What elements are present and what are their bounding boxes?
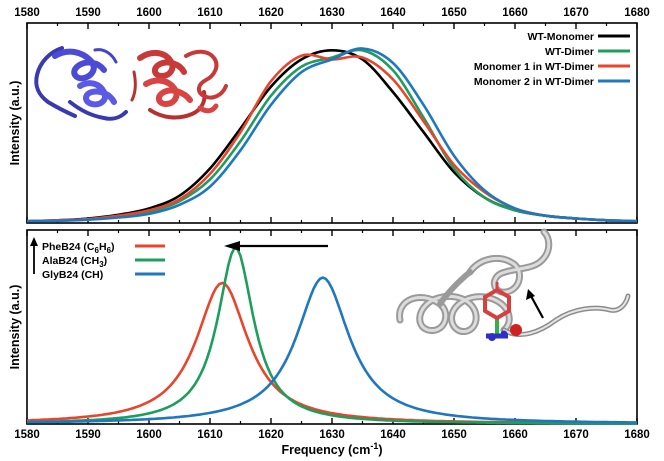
top-axis-tick-label-1650: 1650 xyxy=(441,7,467,19)
top-axis-tick-label-1670: 1670 xyxy=(563,7,589,19)
legend-label-part: H xyxy=(99,241,107,253)
bottom-axis-tick-label-1660: 1660 xyxy=(502,429,528,441)
top-axis-tick-label-1640: 1640 xyxy=(380,7,406,19)
legend-label-part: PheB24 (C xyxy=(42,241,95,253)
up-arrow xyxy=(30,237,38,274)
top-panel-curves xyxy=(26,47,638,223)
legend-item-alab24: AlaB24 (CH3) xyxy=(42,255,165,269)
legend-label-alab24: AlaB24 (CH3) xyxy=(42,255,107,269)
legend-label-part: ) xyxy=(111,241,115,253)
top-panel-ylabel: Intensity (a.u.) xyxy=(8,81,22,166)
legend-item-wt-monomer: WT-Monomer xyxy=(528,31,630,43)
series-line-glyb24-ch- xyxy=(26,276,638,424)
protein-dimer-inset xyxy=(34,46,228,121)
legend-item-monomer-2: Monomer 2 in WT-Dimer xyxy=(474,76,630,88)
bottom-axis-tick-label-1590: 1590 xyxy=(75,429,101,441)
bottom-axis-tick-label-1620: 1620 xyxy=(258,429,284,441)
legend-label-wt-dimer: WT-Dimer xyxy=(545,46,594,58)
bottom-axis-tick-label-1580: 1580 xyxy=(14,429,40,441)
phenyl-sidechain xyxy=(483,282,522,341)
red-monomer-ribbon xyxy=(130,49,228,120)
x-axis-label: Frequency (cm-1) xyxy=(281,441,382,457)
legend-label-part: ) xyxy=(104,255,108,267)
legend-label-wt-monomer: WT-Monomer xyxy=(528,31,595,43)
top-axis-tick-labels: 1580 1590 1600 1610 1620 1630 1640 1650 1660 1670… xyxy=(14,7,650,19)
legend-label-part: AlaB24 (CH xyxy=(42,255,99,267)
legend-label-pheb24: PheB24 (C6H6) xyxy=(42,241,115,255)
bottom-panel-curves xyxy=(26,246,638,425)
legend-item-wt-dimer: WT-Dimer xyxy=(545,46,630,58)
top-axis-tick-label-1600: 1600 xyxy=(136,7,162,19)
bottom-axis-tick-label-1610: 1610 xyxy=(197,429,223,441)
legend-item-monomer-1: Monomer 1 in WT-Dimer xyxy=(474,61,630,73)
legend-label-glyb24: GlyB24 (CH) xyxy=(42,269,103,281)
blue-monomer-ribbon xyxy=(34,46,128,121)
x-axis-label-superscript: -1 xyxy=(370,441,378,451)
legend-item-glyb24: GlyB24 (CH) xyxy=(42,269,165,281)
top-axis-tick-label-1590: 1590 xyxy=(75,7,101,19)
legend-subscript: 3 xyxy=(99,260,104,269)
legend-label-part: GlyB24 (CH) xyxy=(42,269,103,281)
top-axis-tick-label-1630: 1630 xyxy=(319,7,345,19)
legend-label-monomer-2: Monomer 2 in WT-Dimer xyxy=(474,76,594,88)
x-axis-label-close: ) xyxy=(378,443,382,457)
bottom-legend: PheB24 (C6H6) AlaB24 (CH3) GlyB24 (CH) xyxy=(42,241,165,281)
top-axis-tick-label-1620: 1620 xyxy=(258,7,284,19)
bottom-panel: 1580 1590 1600 1610 1620 1630 1640 1650 1660 1670… xyxy=(8,228,650,457)
bottom-panel-ylabel: Intensity (a.u.) xyxy=(8,285,22,370)
series-line-alab24-ch3- xyxy=(26,246,637,425)
legend-label-monomer-1: Monomer 1 in WT-Dimer xyxy=(474,61,594,73)
bottom-axis-tick-label-1650: 1650 xyxy=(441,429,467,441)
top-axis-tick-label-1580: 1580 xyxy=(14,7,40,19)
top-panel-ticks xyxy=(26,23,638,223)
bottom-axis-tick-label-1680: 1680 xyxy=(624,429,650,441)
bottom-axis-tick-label-1670: 1670 xyxy=(563,429,589,441)
top-axis-tick-label-1680: 1680 xyxy=(624,7,650,19)
top-axis-tick-label-1610: 1610 xyxy=(197,7,223,19)
bottom-axis-tick-label-1640: 1640 xyxy=(380,429,406,441)
sidechain-arrow xyxy=(526,289,544,319)
x-axis-label-main: Frequency (cm xyxy=(281,443,370,457)
bottom-axis-tick-label-1600: 1600 xyxy=(136,429,162,441)
series-line-monomer-2-in-wt-dimer xyxy=(26,47,638,223)
bottom-axis-tick-labels: 1580 1590 1600 1610 1620 1630 1640 1650 1660 1670… xyxy=(14,429,650,441)
redshift-arrow xyxy=(224,241,328,251)
legend-subscript: 6 xyxy=(95,246,100,255)
bottom-axis-tick-label-1630: 1630 xyxy=(319,429,345,441)
top-legend: WT-Monomer WT-Dimer Monomer 1 in WT-Dime… xyxy=(474,31,630,88)
top-axis-tick-label-1660: 1660 xyxy=(502,7,528,19)
legend-subscript: 6 xyxy=(107,246,112,255)
legend-item-pheb24: PheB24 (C6H6) xyxy=(42,241,165,255)
top-panel: 1580 1590 1600 1610 1620 1630 1640 1650 1660 1670… xyxy=(8,7,650,224)
